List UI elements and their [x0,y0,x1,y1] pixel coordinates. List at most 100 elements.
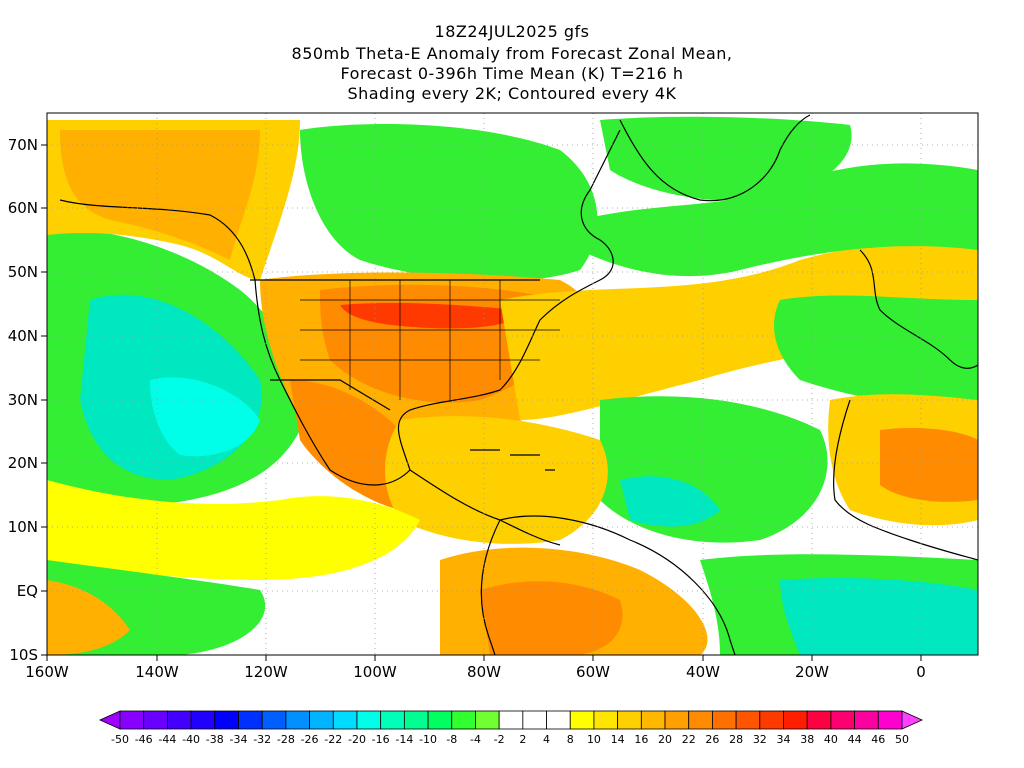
colorbar: -50 -46 -44 -40 -38 -34 -32 -28 -26 -22 -20 -16 -14-… [99,710,923,746]
colorbar-swatch [617,710,642,730]
colorbar-swatch [403,710,429,730]
lon-label-0: 0 [916,663,926,681]
atlantic-anomaly-band [500,243,978,420]
colorbar-label: -46 [135,733,153,746]
colorbar-swatch [593,710,619,730]
map-frame [46,112,979,656]
title-line-4: Shading every 2K; Contoured every 4K [347,84,677,103]
colorbar-swatch [830,710,856,730]
pacific-teal-core-2 [150,377,260,457]
colorbar-label: -10 [419,733,437,746]
south-america-darkorange [480,581,623,655]
colorbar-label: 10 [587,733,601,746]
lat-label-60N: 60N [8,199,38,217]
colorbar-swatch [119,710,145,730]
colorbar-swatch [261,710,287,730]
lat-label-50N: 50N [8,263,38,281]
lon-label-40W: 40W [686,663,720,681]
greenland-green [600,116,852,201]
colorbar-label: 20 [658,733,672,746]
colorbar-label: -14 [395,733,413,746]
colorbar-label: -32 [253,733,271,746]
colorbar-label: 50 [895,733,909,746]
colorbar-swatch [380,710,405,730]
colorbar-swatch [546,710,571,730]
colorbar-label: 26 [705,733,719,746]
colorbar-swatch [475,710,500,730]
colorbar-label: -38 [206,733,224,746]
colorbar-label: -22 [324,733,342,746]
colorbar-label: 32 [753,733,767,746]
title-line-2: 850mb Theta-E Anomaly from Forecast Zona… [291,44,733,63]
colorbar-label: -28 [277,733,295,746]
colorbar-label: -44 [158,733,176,746]
lon-label-160W: 160W [25,663,69,681]
colorbar-label: -26 [301,733,319,746]
africa-orange-core [880,428,978,502]
title-line-1: 18Z24JUL2025 gfs [434,22,590,41]
gridlines [47,113,978,655]
lon-label-140W: 140W [135,663,179,681]
colorbar-swatch [238,710,263,730]
colorbar-swatch [427,710,453,730]
colorbar-label: -34 [230,733,248,746]
canada-anomaly-region [300,124,598,281]
colorbar-label: -16 [372,733,390,746]
greenland-coast [619,114,811,202]
coastlines [59,114,978,655]
lat-label-10S: 10S [9,646,38,664]
south-america-west-coast [480,519,501,655]
colorbar-swatch [877,710,903,730]
caribbean-anomaly-region [385,416,608,544]
south-america-coast [499,515,736,655]
lat-label-40N: 40N [8,327,38,345]
colorbar-swatch [498,710,524,730]
colorbar-swatch [783,710,808,730]
colorbar-label: 46 [871,733,885,746]
africa-coast [833,399,978,561]
north-atlantic-green-band-2 [774,295,978,404]
colorbar-swatch [735,710,761,730]
colorbar-label: 28 [729,733,743,746]
lon-label-100W: 100W [353,663,397,681]
colorbar-label: 44 [848,733,862,746]
alaska-orange-core [60,130,260,260]
colorbar-swatch [332,710,358,730]
colorbar-label: 34 [777,733,791,746]
lon-label-60W: 60W [576,663,610,681]
colorbar-swatch [143,710,168,730]
colorbar-label: 8 [567,733,574,746]
map-shading [47,113,978,655]
tropical-pacific-orange-spots [47,580,130,655]
colorbar-swatch [451,710,476,730]
colorbar-label: -50 [111,733,129,746]
lat-label-70N: 70N [8,136,38,154]
colorbar-label: 4 [543,733,550,746]
tropical-atlantic-teal [620,476,720,527]
colorbar-swatch [688,710,713,730]
colorbar-left-arrow [99,710,121,730]
europe-coast [859,249,978,369]
colorbar-swatch [712,710,737,730]
colorbar-label: 2 [519,733,526,746]
colorbar-swatch [806,710,832,730]
lon-label-120W: 120W [244,663,288,681]
tropical-pacific-yellow [47,480,420,580]
lon-axis [46,655,922,661]
colorbar-swatch [569,710,595,730]
colorbar-swatch [640,710,666,730]
title-line-3: Forecast 0-396h Time Mean (K) T=216 h [340,64,684,83]
colorbar-swatch [214,710,239,730]
colorbar-label: -8 [446,733,457,746]
north-america-coast [59,129,621,486]
colorbar-swatch [309,710,334,730]
lat-label-20N: 20N [8,454,38,472]
lon-label-20W: 20W [795,663,829,681]
colorbar-right-arrow [901,710,923,730]
colorbar-label: 22 [682,733,696,746]
colorbar-label: -4 [470,733,481,746]
lat-label-30N: 30N [8,391,38,409]
equatorial-atlantic-teal [780,578,978,655]
us-mexico-border [270,379,391,411]
colorbar-swatch [166,710,192,730]
